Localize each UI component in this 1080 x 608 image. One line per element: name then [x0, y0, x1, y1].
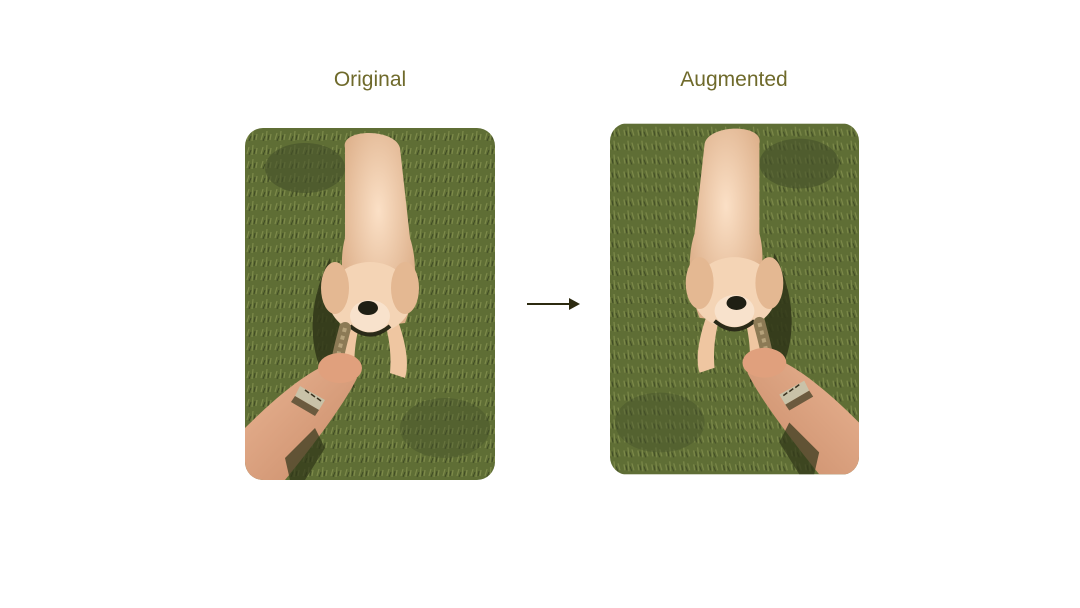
augmented-label: Augmented: [680, 68, 788, 91]
original-label: Original: [333, 68, 407, 91]
augmented-image: [610, 123, 859, 475]
transform-arrow-icon: [527, 298, 580, 310]
original-photo: [245, 128, 495, 480]
original-image: [245, 128, 495, 480]
augmented-photo: [610, 123, 859, 475]
